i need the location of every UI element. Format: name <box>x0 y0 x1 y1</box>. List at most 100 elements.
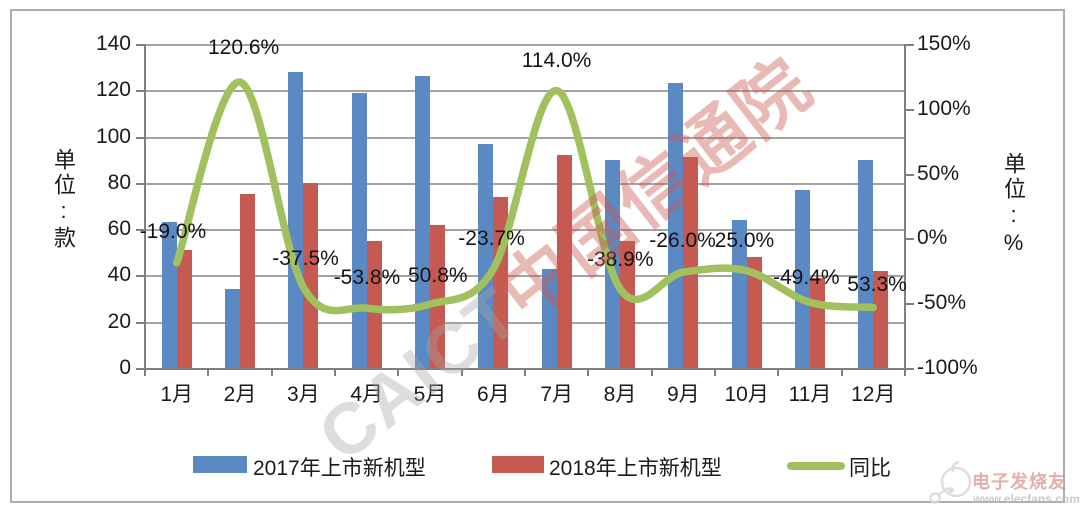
yoy-data-label-9月: -26.0% <box>649 229 716 253</box>
left-axis-tickmark <box>136 90 145 93</box>
legend-swatch-yoy-line <box>787 462 845 470</box>
bar-2018-7月 <box>556 155 572 368</box>
x-axis-tickmark <box>207 368 210 376</box>
h-gridline <box>145 321 905 324</box>
left-axis-tick-label: 120 <box>95 78 131 102</box>
right-axis-unit-label: 单位:% <box>1001 152 1026 258</box>
legend-label-2017: 2017年上市新机型 <box>253 457 426 480</box>
x-axis-tick-label: 1月 <box>160 383 194 406</box>
left-axis-tick-label: 140 <box>95 32 131 55</box>
x-axis-tick-label: 8月 <box>603 383 637 406</box>
x-axis-tick-label: 2月 <box>223 383 257 406</box>
y-axis-left <box>144 44 146 370</box>
x-axis-tick-label: 3月 <box>286 383 320 406</box>
right-axis-tick-label: 0% <box>917 226 948 250</box>
left-axis-tickmark <box>136 368 145 370</box>
yoy-data-label-2月: 120.6% <box>208 36 280 60</box>
x-axis-tickmark <box>334 368 336 376</box>
left-axis-unit-label: 单位:款 <box>51 148 76 251</box>
right-axis-tick-label: -50% <box>917 291 967 315</box>
h-gridline <box>145 136 905 139</box>
x-axis-tickmark <box>397 368 400 376</box>
x-axis-tick-label: 11月 <box>788 383 832 406</box>
yoy-data-label-1月: -19.0% <box>139 220 207 243</box>
right-axis-tick-label: 100% <box>917 96 971 120</box>
yoy-data-label-4月: -53.8% <box>333 266 401 290</box>
bar-2017-12月 <box>858 159 874 368</box>
yoy-data-label-10月: 25.0% <box>714 228 775 252</box>
left-axis-tick-label: 40 <box>107 263 131 287</box>
h-gridline <box>145 44 905 46</box>
x-axis-tick-label: 7月 <box>540 383 574 406</box>
x-axis-tick-label: 12月 <box>851 383 896 406</box>
left-axis-tickmark <box>136 321 145 324</box>
x-axis-tick-label: 10月 <box>724 383 769 406</box>
bar-2018-9月 <box>683 157 699 368</box>
right-axis-tickmark <box>905 368 914 370</box>
x-axis-tick-label: 6月 <box>476 383 510 406</box>
h-gridline <box>145 275 905 278</box>
left-axis-tick-label: 20 <box>107 309 131 333</box>
h-gridline <box>145 229 905 232</box>
left-axis-tick-label: 80 <box>107 170 131 194</box>
yoy-data-label-8月: -38.9% <box>587 247 654 271</box>
x-axis-tickmark <box>524 368 526 376</box>
yoy-data-label-3月: -37.5% <box>272 247 339 270</box>
left-axis-tickmark <box>136 182 145 185</box>
h-gridline <box>145 90 905 93</box>
legend-label-2018: 2018年上市新机型 <box>549 457 722 480</box>
bar-2017-3月 <box>288 71 304 368</box>
right-axis-tick-label: 150% <box>917 32 971 55</box>
bar-2017-9月 <box>668 83 684 368</box>
yoy-data-label-11月: -49.4% <box>773 266 840 290</box>
right-axis-tickmark <box>905 108 914 111</box>
bar-2018-1月 <box>176 250 192 368</box>
bar-2018-10月 <box>746 256 762 368</box>
x-axis-tickmark <box>777 368 780 376</box>
left-axis-tickmark <box>136 229 145 232</box>
right-axis-tick-label: 50% <box>917 161 960 185</box>
bar-2018-4月 <box>366 240 382 368</box>
x-axis-tickmark <box>904 368 906 376</box>
right-axis-tick-label: -100% <box>917 356 978 379</box>
x-axis-tickmark <box>840 368 843 376</box>
bar-2017-1月 <box>161 222 177 368</box>
x-axis-tickmark <box>714 368 716 376</box>
bar-2017-11月 <box>795 189 810 368</box>
left-axis-tickmark <box>136 136 145 139</box>
yoy-data-label-5月: 50.8% <box>408 264 468 288</box>
x-axis-tick-label: 5月 <box>413 383 447 406</box>
yoy-data-label-12月: 53.3% <box>847 272 907 296</box>
legend-label-yoy: 同比 <box>849 457 891 480</box>
bar-2017-6月 <box>478 143 494 368</box>
yoy-data-label-6月: -23.7% <box>458 227 525 251</box>
x-axis-tick-label: 9月 <box>666 383 700 406</box>
right-axis-tickmark <box>905 303 914 306</box>
bar-2017-10月 <box>731 219 747 368</box>
legend-swatch-2017 <box>193 456 247 473</box>
x-axis-tickmark <box>270 368 273 376</box>
yoy-line-svg <box>172 78 878 315</box>
yoy-line <box>172 78 878 315</box>
left-axis-tick-label: 0 <box>119 356 131 379</box>
yoy-data-label-7月: 114.0% <box>521 48 592 72</box>
x-axis-tickmark <box>144 368 146 376</box>
right-axis-tickmark <box>905 173 914 176</box>
bar-2018-2月 <box>240 194 255 368</box>
left-axis-tick-label: 60 <box>107 217 131 241</box>
right-axis-tickmark <box>905 44 914 46</box>
x-axis-tickmark <box>587 368 590 376</box>
x-axis-tickmark <box>650 368 653 376</box>
left-axis-tickmark <box>136 275 145 278</box>
legend-swatch-2018 <box>492 456 544 473</box>
right-axis-tickmark <box>905 238 914 241</box>
h-gridline <box>145 182 905 185</box>
left-axis-tickmark <box>136 44 145 46</box>
y-axis-right <box>904 44 906 370</box>
x-axis-tick-label: 4月 <box>350 383 384 406</box>
bar-2017-2月 <box>225 289 240 368</box>
bar-2017-5月 <box>415 76 430 368</box>
bar-2017-7月 <box>541 268 557 368</box>
x-axis-tickmark <box>460 368 463 376</box>
